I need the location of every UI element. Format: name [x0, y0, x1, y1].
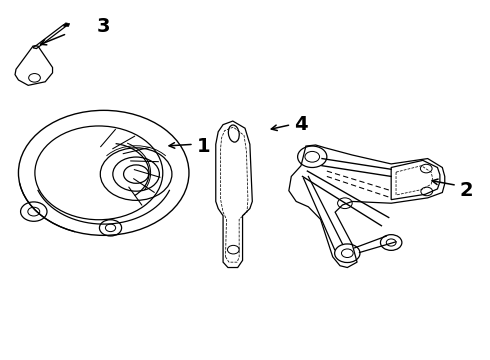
Polygon shape	[64, 23, 70, 26]
Text: 3: 3	[97, 17, 110, 36]
Text: 4: 4	[294, 115, 308, 134]
Text: 1: 1	[197, 136, 210, 156]
Text: 2: 2	[460, 181, 473, 200]
